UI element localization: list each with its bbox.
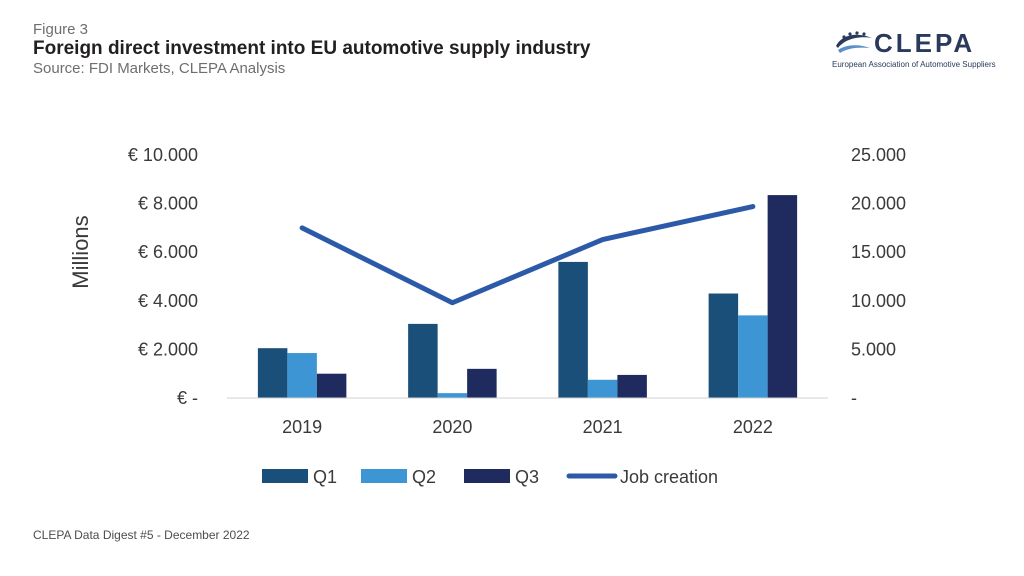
y-axis-label: Millions [68,215,93,288]
bar-q3-2019 [316,373,347,398]
bar-q2-2019 [287,353,317,398]
bar-q3-2022 [767,195,798,398]
figure-source: Source: FDI Markets, CLEPA Analysis [33,60,286,77]
legend-label: Job creation [620,467,718,487]
y-tick-label: € 6.000 [138,242,198,262]
legend-label: Q2 [412,467,436,487]
x-tick-label: 2022 [733,417,773,437]
legend-label: Q3 [515,467,539,487]
y-tick-label: € 2.000 [138,339,198,359]
y-tick-label: € 10.000 [128,145,198,165]
legend-label: Q1 [313,467,337,487]
bar-q2-2022 [738,315,768,398]
y-tick-label: € 4.000 [138,291,198,311]
clepa-logo: CLEPA European Association of Automotive… [832,28,996,72]
y2-tick-label: 15.000 [851,242,906,262]
bar-q3-2021 [617,374,647,398]
y-tick-label: € 8.000 [138,194,198,214]
legend-swatch-q3 [464,469,510,483]
bar-q2-2020 [437,393,468,398]
bar-q1-2020 [408,323,438,398]
figure-title: Foreign direct investment into EU automo… [33,38,591,59]
y2-tick-label: 20.000 [851,194,906,214]
x-tick-label: 2021 [583,417,623,437]
y2-tick-label: 10.000 [851,291,906,311]
bar-q1-2022 [708,293,739,398]
figure-label: Figure 3 [33,21,89,38]
logo-name: CLEPA [874,28,976,58]
bar-q1-2021 [558,261,588,398]
footer-text: CLEPA Data Digest #5 - December 2022 [33,528,250,542]
bar-q1-2019 [257,348,288,398]
bar-q3-2020 [467,368,497,398]
bar-q2-2021 [587,379,618,398]
line-job-creation [299,204,756,306]
x-tick-label: 2020 [432,417,472,437]
y2-tick-label: 5.000 [851,339,896,359]
legend-swatch-q2 [361,469,407,483]
logo-subtitle: European Association of Automotive Suppl… [832,60,996,69]
y-tick-label: € - [177,388,198,408]
clepa-swoosh-stars-logo-icon [836,31,872,53]
legend-swatch-q1 [262,469,308,483]
x-tick-label: 2019 [282,417,322,437]
y2-tick-label: - [851,388,857,408]
figure-header: Figure 3 Foreign direct investment into … [33,22,590,78]
y2-tick-label: 25.000 [851,145,906,165]
